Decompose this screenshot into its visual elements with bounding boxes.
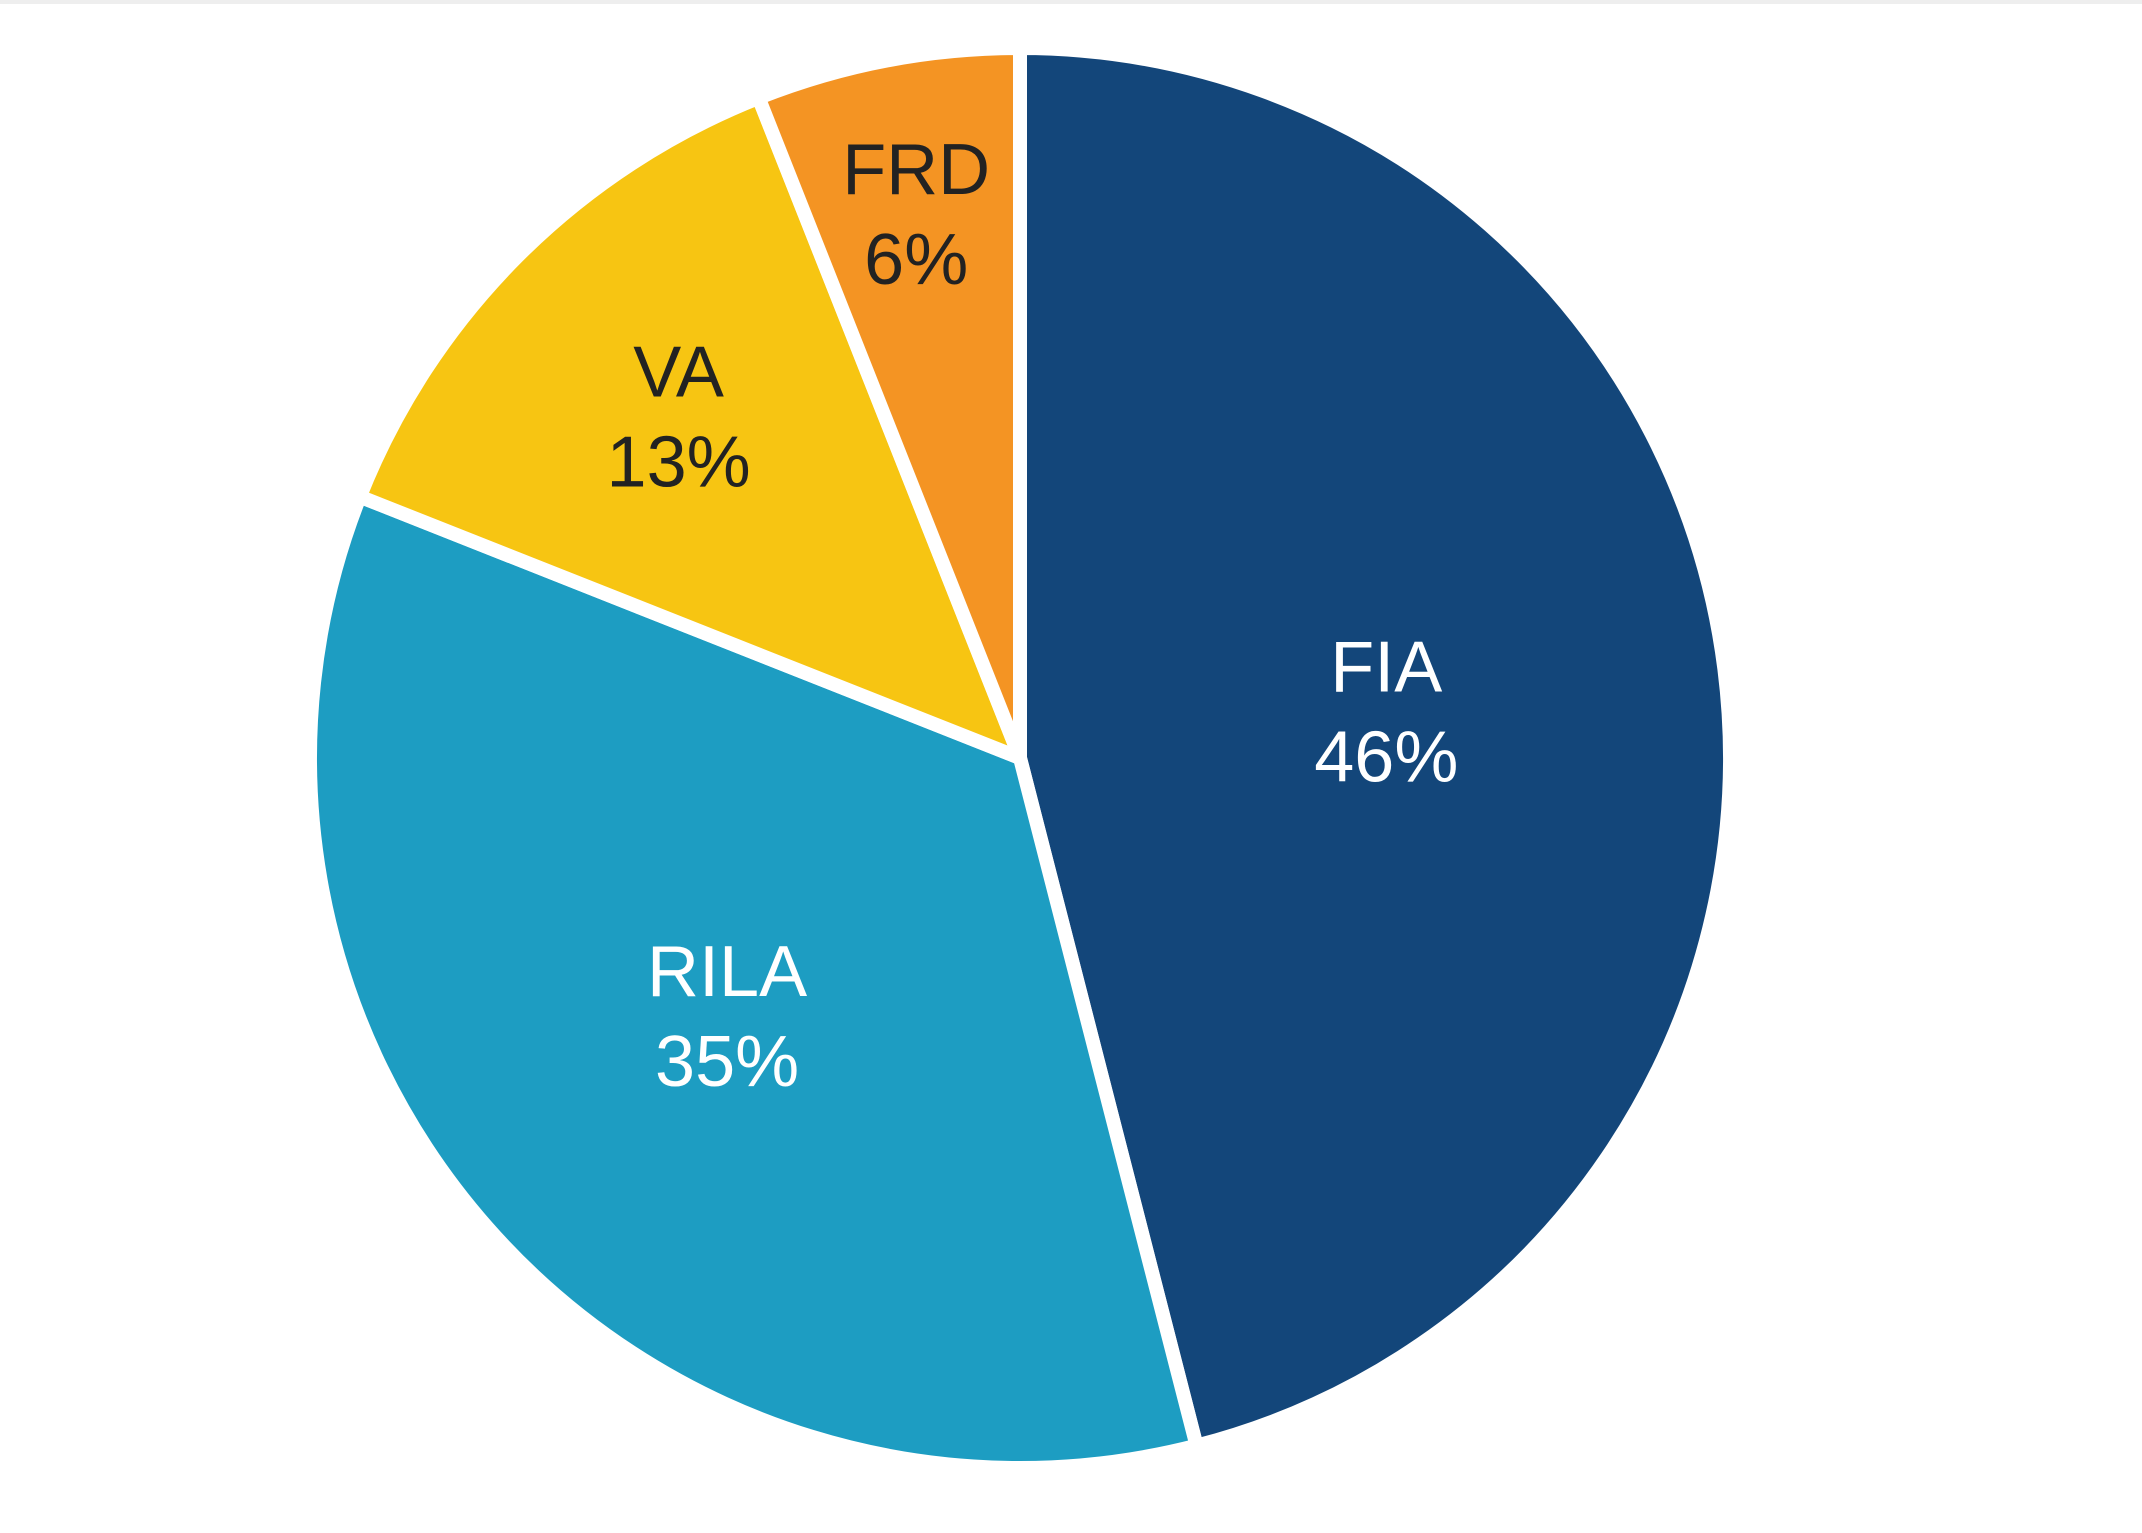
pie-slice-frd [751, 41, 1027, 765]
pie-slice-fia [1013, 41, 1737, 1453]
pie-slice-va [352, 90, 1027, 765]
pie-slice-rila [303, 489, 1204, 1475]
slice-value-frd: 6% [864, 220, 968, 300]
slice-label-fia: FIA [1330, 628, 1442, 708]
slice-value-fia: 46% [1314, 718, 1458, 798]
slice-value-va: 13% [607, 423, 751, 503]
slice-value-rila: 35% [655, 1022, 799, 1102]
slice-label-rila: RILA [647, 932, 807, 1012]
slice-label-va: VA [633, 333, 724, 413]
slice-label-frd: FRD [842, 130, 990, 210]
top-divider [0, 0, 2142, 4]
